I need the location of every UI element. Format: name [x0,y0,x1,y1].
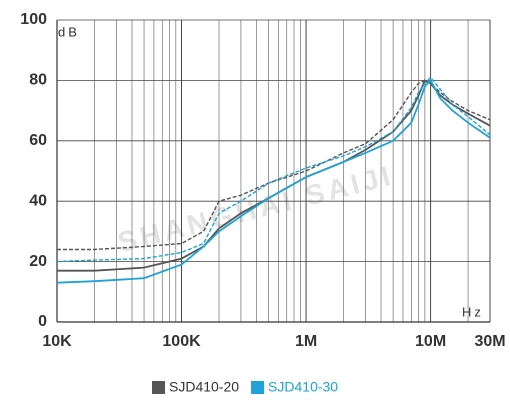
x-tick-label: 30M [474,333,505,350]
series-line [56,76,491,263]
x-tick-label: 100K [162,333,201,350]
y-tick-label: 0 [38,313,47,330]
series-line [57,79,491,272]
y-axis-label: dB [58,24,80,39]
x-tick-label: 10M [415,333,446,350]
y-tick-label: 100 [20,11,47,28]
series-line [57,79,491,251]
y-tick-label: 60 [29,132,47,149]
legend-label: SJD410-20 [169,379,239,395]
series-line [56,78,491,284]
y-tick-label: 20 [29,253,47,270]
legend-swatch [152,381,165,394]
y-tick-label: 40 [29,192,47,209]
x-tick-label: 1M [295,333,317,350]
y-tick-label: 80 [29,72,47,89]
legend-swatch [251,381,265,394]
legend-label: SJD410-30 [268,379,338,395]
x-tick-label: 10K [42,333,72,350]
watermark: SHANGHAI SAIJI [115,160,397,259]
x-axis-label: Hz [462,304,484,319]
